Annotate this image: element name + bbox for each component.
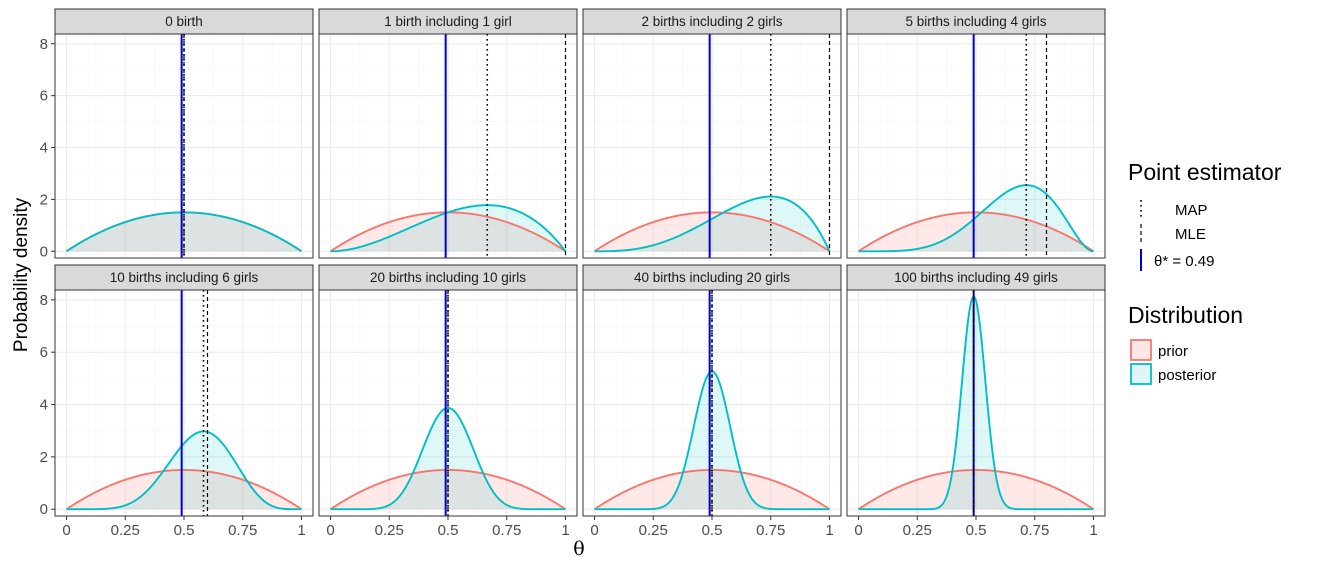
facet-title: 5 births including 4 girls [905,14,1046,29]
x-tick-label: 0 [326,522,334,539]
facet-strip [318,264,578,291]
facet-title: 2 births including 2 girls [641,14,782,29]
prior-area [594,212,830,252]
y-tick-label: 0 [40,243,48,260]
y-tick-label: 6 [40,88,48,105]
legend-label-prior: prior [1158,343,1188,360]
facet-title: 20 births including 10 girls [370,270,526,285]
y-tick-label: 2 [40,449,48,466]
posterior-line [858,295,1094,511]
legend-label-posterior: posterior [1158,367,1216,384]
x-tick-label: 0.5 [438,522,459,539]
facet-panel: 0 birth [54,8,314,259]
x-tick-label: 0 [854,522,862,539]
panel-border [846,33,1106,259]
posterior-line [594,195,831,253]
legend-label-mle: MLE [1175,226,1206,243]
prior-area [858,212,1094,252]
x-tick-label: 1 [561,522,569,539]
y-tick-label: 6 [40,344,48,361]
facet-panel: 40 births including 20 girls [582,264,842,517]
x-tick-label: 1 [825,522,833,539]
y-tick-label: 0 [40,501,48,518]
legend-label-map: MAP [1175,202,1208,219]
facet-strip [846,264,1106,291]
legend-title-point-estimator: Point estimator [1128,159,1282,185]
posterior-area [330,205,566,252]
prior-area [330,212,566,252]
legend-key-posterior [1130,363,1152,385]
posterior-line [66,430,302,511]
posterior-line [330,204,567,253]
prior-line [857,211,1095,253]
y-tick-label: 4 [40,140,48,157]
x-tick-label: 0 [590,522,598,539]
prior-line [65,469,303,511]
x-tick-label: 0.25 [903,522,932,539]
x-tick-label: 0.25 [639,522,668,539]
posterior-area [858,296,1094,510]
prior-line [593,469,831,511]
panel-border [54,33,314,259]
x-tick-label: 0.5 [966,522,987,539]
facet-panel: 20 births including 10 girls [318,264,578,517]
prior-area [858,469,1094,510]
y-tick-label: 8 [40,36,48,53]
y-tick-label: 2 [40,191,48,208]
facet-title: 100 births including 49 girls [894,270,1058,285]
y-tick-label: 4 [40,397,48,414]
legend-key-prior [1130,339,1152,361]
prior-line [593,211,831,253]
y-tick-label: 8 [40,292,48,309]
legend: Point estimator MAP MLE θ* = 0.49 Distri… [1128,159,1282,385]
x-axis-title: θ [573,538,584,560]
x-tick-label: 0.75 [756,522,785,539]
axes: 0 2 4 6 8 0 2 4 6 8 0 0.25 0.5 0.75 1 0 0.25 0.5 0.75 1 0 0.2… [40,36,1098,539]
facet-title: 10 births including 6 girls [110,270,259,285]
legend-title-distribution: Distribution [1128,302,1243,328]
panel-border [582,33,842,259]
facet-title: 40 births including 20 girls [634,270,790,285]
facet-title: 1 birth including 1 girl [384,14,512,29]
x-tick-label: 1 [297,522,305,539]
facet-panel: 100 births including 49 girls [846,264,1106,517]
prior-area [66,469,302,510]
facet-strip [54,264,314,291]
x-tick-label: 0 [62,522,70,539]
legend-label-true-theta: θ* = 0.49 [1154,253,1214,270]
facet-panel: 1 birth including 1 girl [318,8,578,259]
x-tick-label: 0.75 [492,522,521,539]
panel-border [318,33,578,259]
x-tick-label: 0.25 [375,522,404,539]
x-tick-label: 0.25 [111,522,140,539]
facet-strip [846,8,1106,35]
y-axis-title: Probability density [11,197,32,352]
facet-panel: 5 births including 4 girls [846,8,1106,259]
x-tick-label: 0.75 [1020,522,1049,539]
x-tick-label: 1 [1089,522,1097,539]
prior-line [329,469,567,511]
facet-strip [54,8,314,35]
prior-line [857,469,1095,511]
facet-title: 0 birth [165,14,203,29]
x-tick-label: 0.5 [174,522,195,539]
facet-strip [582,264,842,291]
facet-panel: 10 births including 6 girls [54,264,314,517]
facet-strip [582,8,842,35]
x-tick-label: 0.75 [228,522,257,539]
facet-panels: 0 birth 1 birth including 1 girl 2 births … [54,8,1106,517]
posterior-line [858,184,1094,253]
x-tick-label: 0.5 [702,522,723,539]
posterior-line [330,407,566,511]
facet-panel: 2 births including 2 girls [582,8,842,259]
